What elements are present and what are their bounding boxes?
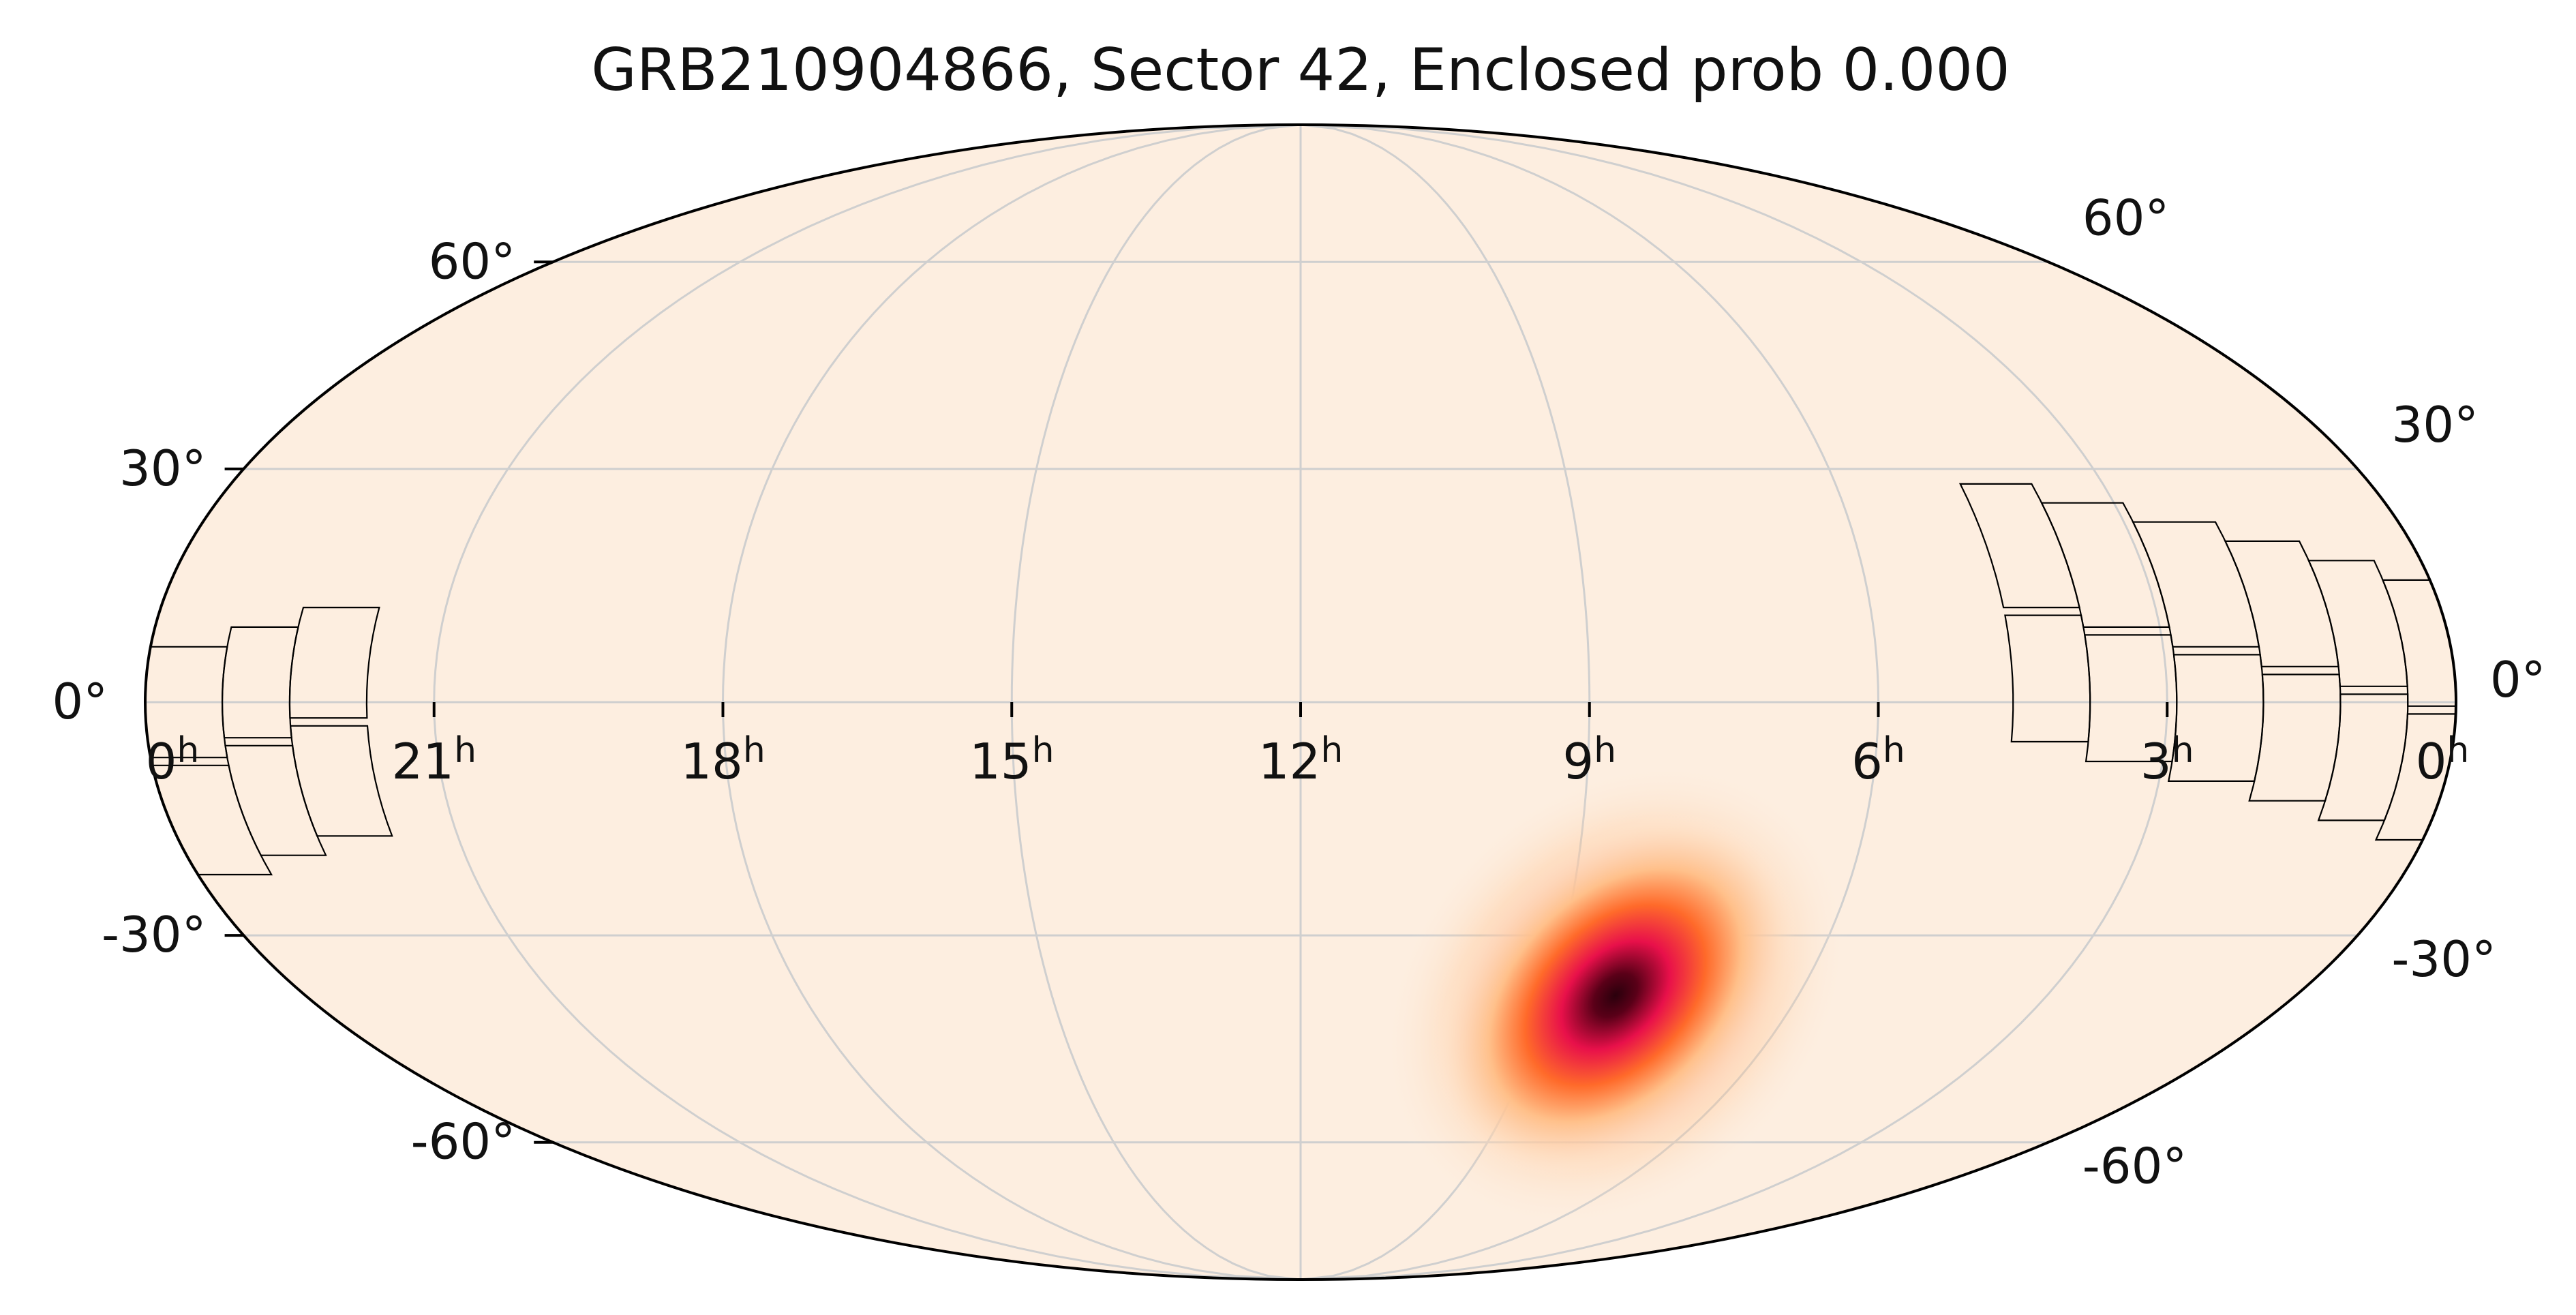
- ccd-footprint: [288, 606, 380, 719]
- dec-tick-label-right: 30°: [2391, 396, 2479, 453]
- dec-tick-label-left: 30°: [119, 440, 207, 497]
- ra-tick-label: 0h: [2416, 730, 2470, 790]
- probability-heatmap: [1382, 761, 1849, 1229]
- dec-tick-label-left: 0°: [52, 673, 108, 730]
- dec-tick-label-left: -30°: [102, 906, 207, 963]
- ra-tick-label: 9h: [1562, 730, 1616, 790]
- dec-tick-label-right: -30°: [2391, 931, 2496, 988]
- ra-tick-label: 12h: [1258, 730, 1344, 790]
- dec-tick-label-right: -60°: [2082, 1138, 2187, 1195]
- dec-tick-label-right: 0°: [2490, 651, 2546, 708]
- dec-tick-label-left: 60°: [429, 232, 516, 290]
- dec-tick-label-right: 60°: [2082, 189, 2170, 246]
- ccd-footprint: [289, 725, 393, 837]
- dec-axis-ticks: 60° 30° 0° -30° -60° 60° 30° 0° -30° -60°: [52, 189, 2545, 1194]
- heat-region: [1435, 815, 1796, 1176]
- dec-tick-label-left: -60°: [411, 1113, 516, 1170]
- figure-title: GRB210904866, Sector 42, Enclosed prob 0…: [591, 36, 2010, 104]
- sky-outline: [144, 123, 2457, 1281]
- ra-tick-label: 18h: [680, 730, 766, 790]
